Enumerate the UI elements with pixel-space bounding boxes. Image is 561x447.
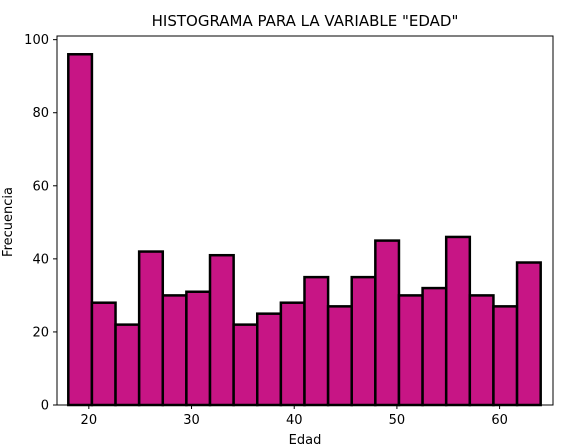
- x-tick-label: 20: [81, 413, 98, 428]
- chart-title: HISTOGRAMA PARA LA VARIABLE "EDAD": [152, 12, 459, 30]
- histogram-bar: [232, 323, 259, 407]
- histogram-bar: [374, 239, 401, 407]
- histogram-bar: [515, 261, 542, 407]
- y-tick-label: 20: [32, 325, 49, 340]
- histogram-bar: [67, 53, 94, 407]
- y-tick-label: 80: [32, 106, 49, 121]
- histogram-bar: [137, 250, 165, 407]
- bars-group: [67, 53, 542, 407]
- x-tick-label: 30: [183, 413, 200, 428]
- y-tick-label: 100: [24, 33, 49, 48]
- histogram-bar: [421, 286, 448, 407]
- y-tick-label: 0: [41, 399, 49, 414]
- histogram-bar: [397, 294, 424, 407]
- histogram-bar: [90, 301, 117, 407]
- y-tick-label: 40: [32, 252, 49, 267]
- histogram-bar: [326, 305, 353, 407]
- histogram-bar: [350, 275, 377, 407]
- y-axis-label: Frecuencia: [1, 187, 16, 257]
- histogram-bar: [279, 301, 306, 407]
- histogram-bar: [444, 235, 472, 407]
- x-axis-ticks: 20 30 40 50 60: [81, 405, 508, 428]
- plot-frame: [56, 35, 554, 406]
- x-tick-label: 60: [491, 413, 508, 428]
- histogram-bar: [161, 294, 188, 407]
- histogram-bar: [468, 294, 495, 407]
- histogram-bar: [114, 323, 141, 407]
- y-tick-label: 60: [32, 179, 49, 194]
- histogram-bar: [492, 305, 519, 407]
- histogram-bar: [208, 253, 235, 407]
- x-tick-label: 40: [286, 413, 303, 428]
- histogram-bar: [303, 275, 330, 407]
- y-axis-ticks: 0 20 40 60 80 100: [24, 33, 57, 414]
- x-tick-label: 50: [389, 413, 406, 428]
- histogram-bar: [185, 290, 212, 407]
- x-axis-label: Edad: [289, 433, 322, 447]
- histogram-bar: [255, 312, 283, 407]
